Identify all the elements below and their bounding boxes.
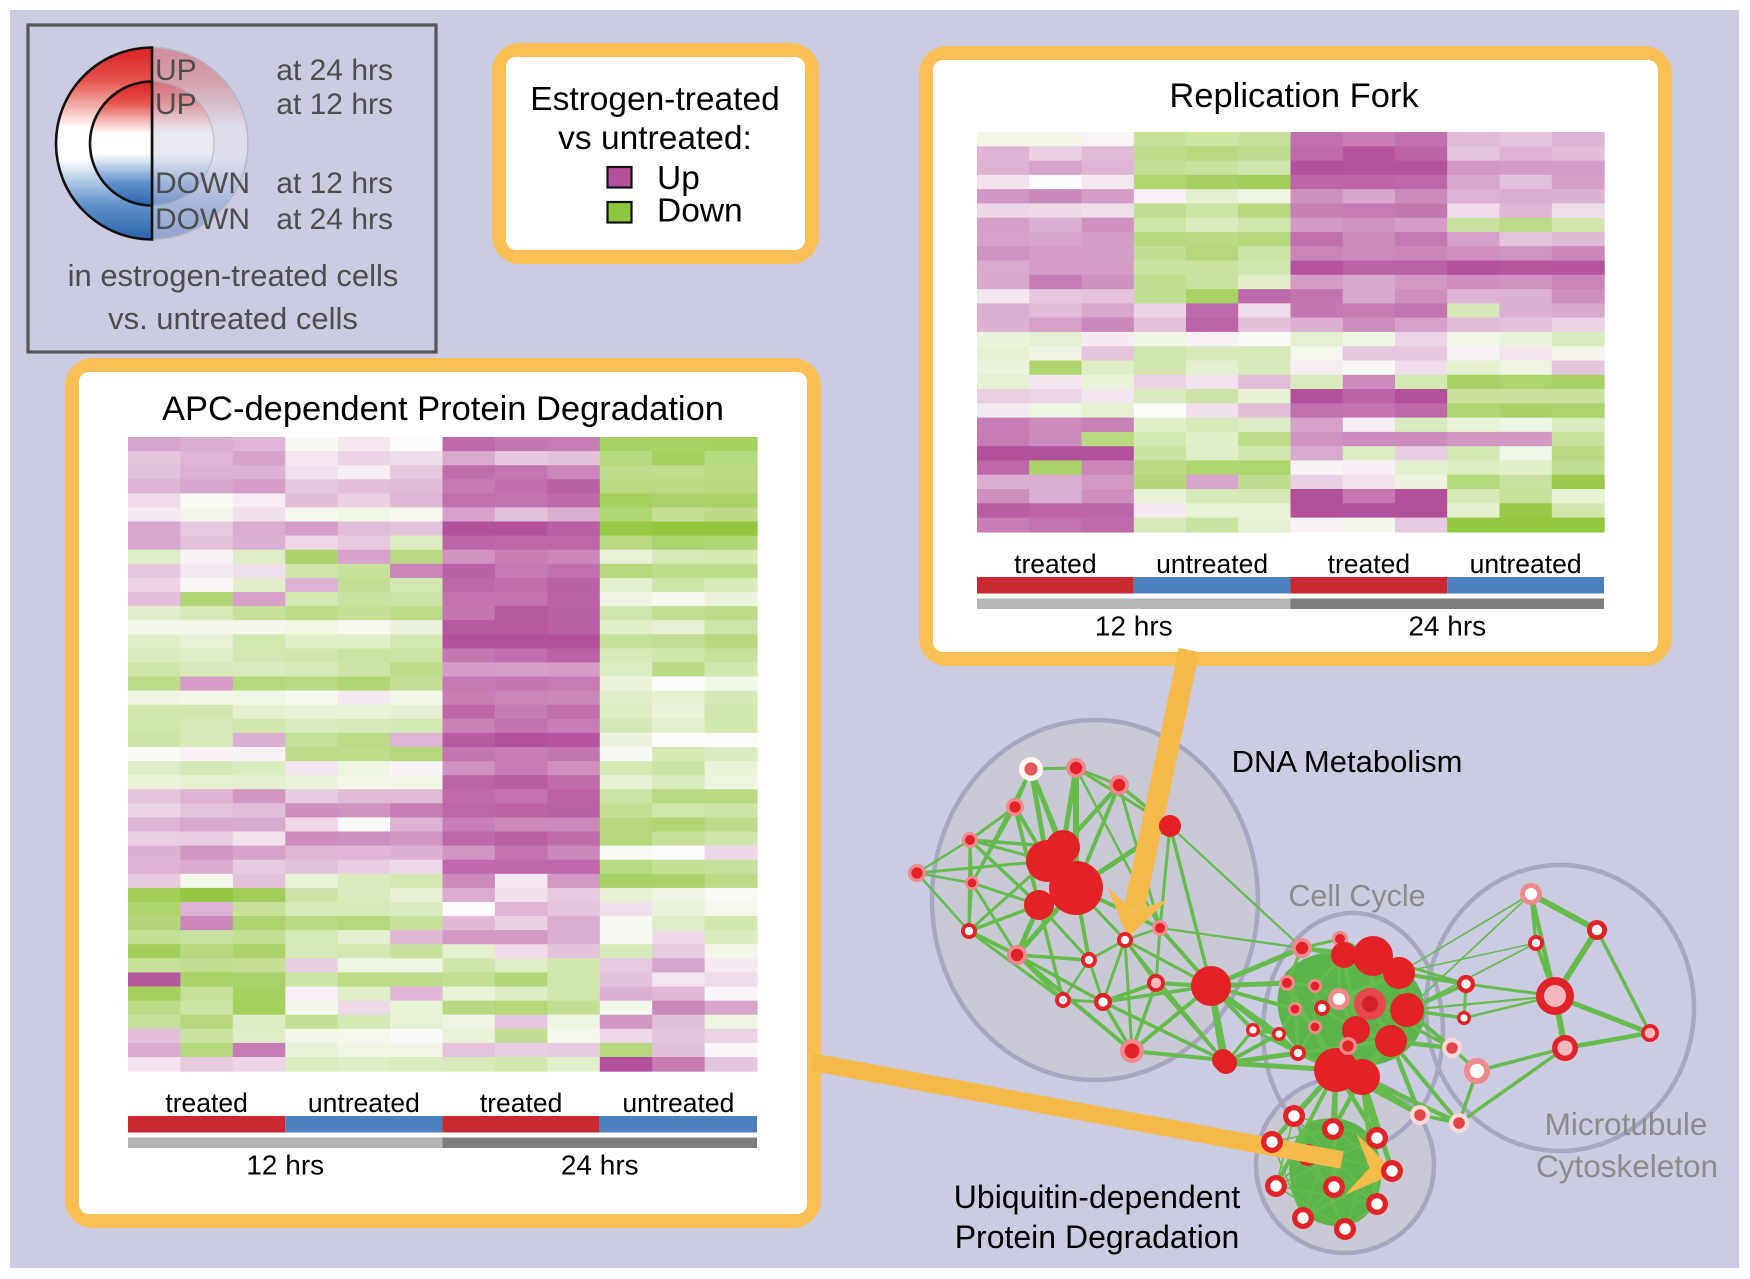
svg-text:Up: Up xyxy=(657,160,700,197)
svg-text:treated: treated xyxy=(480,1088,563,1118)
svg-text:APC-dependent Protein Degradat: APC-dependent Protein Degradation xyxy=(162,390,724,428)
svg-text:DOWN: DOWN xyxy=(155,203,250,236)
svg-text:treated: treated xyxy=(1014,549,1097,579)
svg-text:vs untreated:: vs untreated: xyxy=(558,120,752,157)
svg-text:12 hrs: 12 hrs xyxy=(1095,611,1173,642)
svg-text:Estrogen-treated: Estrogen-treated xyxy=(530,81,780,118)
svg-text:untreated: untreated xyxy=(1156,549,1268,579)
svg-text:Down: Down xyxy=(657,193,743,230)
svg-text:at 24 hrs: at 24 hrs xyxy=(276,203,393,236)
svg-text:at 12 hrs: at 12 hrs xyxy=(276,167,393,200)
svg-text:in estrogen-treated cells: in estrogen-treated cells xyxy=(68,258,399,293)
svg-text:untreated: untreated xyxy=(1470,549,1582,579)
svg-text:at 12 hrs: at 12 hrs xyxy=(276,88,393,121)
svg-text:24 hrs: 24 hrs xyxy=(1408,611,1486,642)
svg-text:Cytoskeleton: Cytoskeleton xyxy=(1536,1148,1718,1184)
svg-text:treated: treated xyxy=(165,1088,248,1118)
svg-text:at 24 hrs: at 24 hrs xyxy=(276,54,393,87)
svg-text:Ubiquitin-dependent: Ubiquitin-dependent xyxy=(954,1179,1241,1215)
svg-text:UP: UP xyxy=(155,54,197,87)
svg-text:UP: UP xyxy=(155,88,197,121)
svg-text:Protein Degradation: Protein Degradation xyxy=(955,1219,1240,1255)
svg-text:12 hrs: 12 hrs xyxy=(246,1150,324,1181)
svg-text:Cell Cycle: Cell Cycle xyxy=(1288,879,1425,913)
svg-text:Replication Fork: Replication Fork xyxy=(1169,77,1419,115)
svg-text:treated: treated xyxy=(1328,549,1411,579)
svg-text:24 hrs: 24 hrs xyxy=(561,1150,639,1181)
svg-text:untreated: untreated xyxy=(308,1088,420,1118)
svg-text:Microtubule: Microtubule xyxy=(1545,1106,1708,1142)
svg-text:untreated: untreated xyxy=(622,1088,734,1118)
svg-text:DNA Metabolism: DNA Metabolism xyxy=(1232,744,1463,779)
svg-text:DOWN: DOWN xyxy=(155,167,250,200)
svg-text:vs. untreated cells: vs. untreated cells xyxy=(108,301,358,336)
